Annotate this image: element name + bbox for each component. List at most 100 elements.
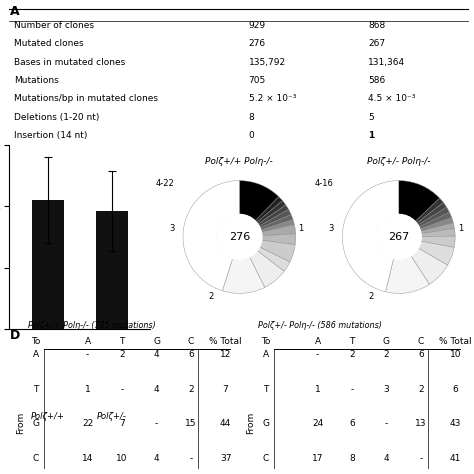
Text: Mutated clones: Mutated clones — [14, 39, 84, 48]
Text: 15: 15 — [185, 419, 197, 428]
Text: 1: 1 — [315, 385, 320, 394]
Wedge shape — [415, 198, 443, 223]
Text: 7: 7 — [119, 419, 125, 428]
Wedge shape — [411, 248, 447, 284]
Text: 2: 2 — [418, 385, 424, 394]
Text: 3: 3 — [328, 224, 334, 233]
Text: Insertion (14 nt): Insertion (14 nt) — [14, 131, 87, 140]
Text: 14: 14 — [82, 454, 93, 463]
Text: 4-22: 4-22 — [156, 179, 174, 188]
Text: 276: 276 — [229, 232, 250, 242]
Text: 2: 2 — [368, 292, 373, 301]
Text: T: T — [349, 337, 355, 346]
Text: % Total: % Total — [439, 337, 472, 346]
Text: 17: 17 — [312, 454, 323, 463]
Text: 6: 6 — [188, 350, 194, 359]
Text: -: - — [120, 385, 124, 394]
Circle shape — [217, 214, 262, 260]
Wedge shape — [261, 225, 296, 236]
Text: 276: 276 — [248, 39, 266, 48]
Wedge shape — [342, 181, 399, 292]
Text: 10: 10 — [450, 350, 461, 359]
Text: 6: 6 — [418, 350, 424, 359]
Wedge shape — [261, 219, 294, 232]
Text: Mutations/bp in mutated clones: Mutations/bp in mutated clones — [14, 94, 158, 103]
Title: Polζ+/+ Polη-/-: Polζ+/+ Polη-/- — [206, 157, 273, 166]
Text: Polζ+/+ Polη-/- (705 mutations): Polζ+/+ Polη-/- (705 mutations) — [28, 321, 155, 330]
Wedge shape — [419, 212, 452, 229]
Text: T: T — [33, 385, 38, 394]
Wedge shape — [222, 257, 265, 293]
Text: 3: 3 — [169, 224, 174, 233]
Wedge shape — [257, 247, 290, 271]
Wedge shape — [418, 241, 454, 265]
Text: 2: 2 — [188, 385, 194, 394]
Text: 0: 0 — [248, 131, 255, 140]
Text: 2: 2 — [209, 292, 214, 301]
Text: 12: 12 — [220, 350, 231, 359]
Wedge shape — [420, 218, 453, 231]
Text: 7: 7 — [223, 385, 228, 394]
Text: 929: 929 — [248, 21, 266, 30]
Text: -: - — [155, 419, 158, 428]
Text: From: From — [246, 411, 255, 434]
Text: 1: 1 — [368, 131, 374, 140]
Wedge shape — [399, 181, 440, 221]
Text: 5: 5 — [368, 113, 374, 122]
Text: T: T — [263, 385, 268, 394]
Text: D: D — [9, 328, 20, 342]
Text: C: C — [263, 454, 269, 463]
Text: % Total: % Total — [209, 337, 242, 346]
Text: From: From — [17, 411, 26, 434]
Wedge shape — [421, 236, 455, 247]
Text: Number of clones: Number of clones — [14, 21, 94, 30]
Text: 37: 37 — [220, 454, 231, 463]
Bar — [96, 211, 128, 329]
Text: A: A — [84, 337, 91, 346]
Text: A: A — [33, 350, 39, 359]
Text: 2: 2 — [383, 350, 389, 359]
Text: Mutations: Mutations — [14, 76, 59, 85]
Text: 4: 4 — [154, 454, 159, 463]
Text: -: - — [350, 385, 354, 394]
Text: 13: 13 — [415, 419, 427, 428]
Text: 2: 2 — [349, 350, 355, 359]
Text: Polζ+/-: Polζ+/- — [97, 412, 127, 421]
Text: 4-16: 4-16 — [315, 179, 334, 188]
Text: 131,364: 131,364 — [368, 58, 405, 67]
Text: 8: 8 — [248, 113, 255, 122]
Text: 8: 8 — [349, 454, 355, 463]
Text: 2: 2 — [119, 350, 125, 359]
Text: 868: 868 — [368, 21, 385, 30]
Text: 5.2 × 10⁻³: 5.2 × 10⁻³ — [248, 94, 296, 103]
Text: A: A — [9, 5, 19, 18]
Wedge shape — [256, 201, 286, 224]
Wedge shape — [239, 181, 279, 221]
Text: 41: 41 — [450, 454, 461, 463]
Text: -: - — [385, 419, 388, 428]
Wedge shape — [259, 210, 291, 228]
Wedge shape — [417, 202, 447, 225]
Text: 44: 44 — [220, 419, 231, 428]
Text: 1: 1 — [85, 385, 91, 394]
Wedge shape — [258, 205, 289, 226]
Text: 4: 4 — [154, 385, 159, 394]
Title: Polζ+/- Polη-/-: Polζ+/- Polη-/- — [367, 157, 430, 166]
Wedge shape — [249, 251, 284, 287]
Bar — [32, 200, 64, 329]
Text: -: - — [419, 454, 423, 463]
Circle shape — [376, 214, 421, 260]
Text: 1: 1 — [458, 224, 463, 233]
Text: C: C — [418, 337, 424, 346]
Wedge shape — [260, 240, 295, 262]
Text: 3: 3 — [383, 385, 389, 394]
Wedge shape — [255, 197, 283, 222]
Text: 43: 43 — [450, 419, 461, 428]
Text: -: - — [190, 454, 193, 463]
Text: 705: 705 — [248, 76, 266, 85]
Text: A: A — [314, 337, 320, 346]
Text: C: C — [33, 454, 39, 463]
Text: G: G — [32, 419, 39, 428]
Text: -: - — [86, 350, 89, 359]
Text: A: A — [263, 350, 269, 359]
